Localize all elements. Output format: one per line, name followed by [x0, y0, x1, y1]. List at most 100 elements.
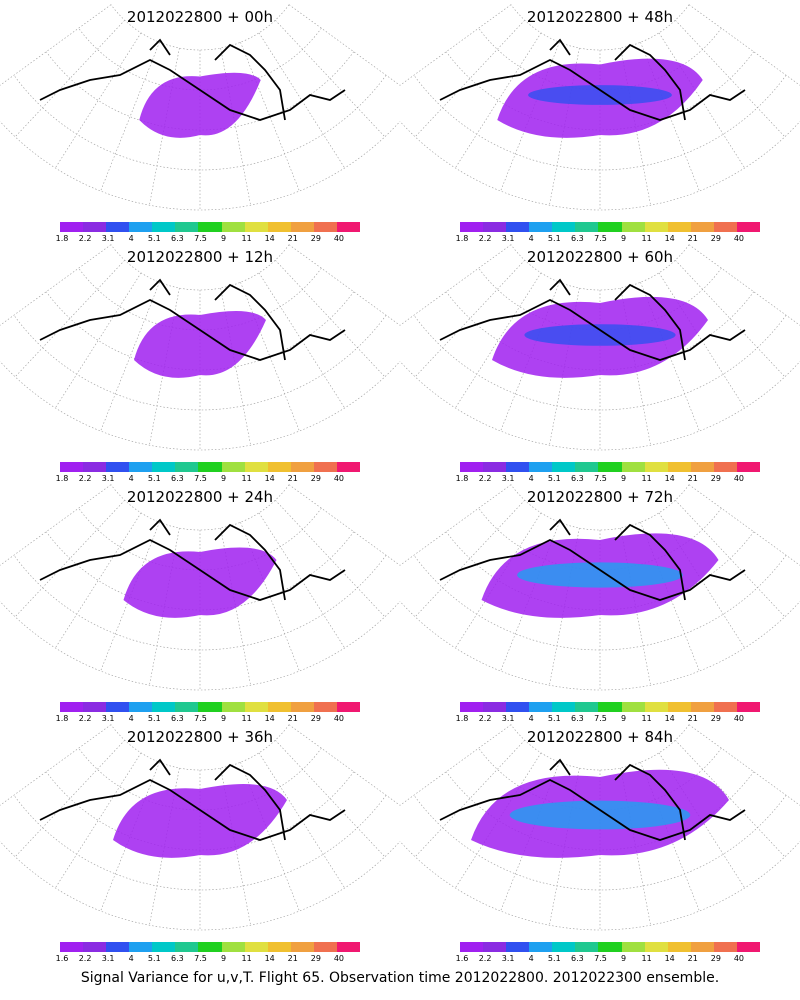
legend-swatch	[529, 942, 553, 952]
legend-swatch	[198, 702, 222, 712]
legend-tick-label: 5.1	[547, 954, 561, 963]
legend-tick-label: 5.1	[147, 474, 161, 483]
legend-tick-label: 29	[310, 714, 321, 723]
legend-tick-label: 11	[641, 234, 652, 243]
legend-swatch	[313, 462, 337, 472]
legend-tick-label: 40	[333, 714, 345, 723]
legend-swatch	[667, 222, 691, 232]
legend-swatch	[267, 702, 291, 712]
meridian-gridline	[275, 499, 386, 618]
legend-tick-label: 2.2	[478, 474, 492, 483]
latitude-gridline	[110, 484, 290, 531]
legend-tick-label: 4	[528, 714, 534, 723]
meridian-gridline	[688, 724, 800, 806]
legend-ticks: 1.6 2.2 3.1 4 5.1 6.3 7.5 9 11 14 21 29 40	[456, 954, 760, 964]
legend-tick-label: 29	[710, 474, 721, 483]
legend-tick-label: 14	[264, 954, 275, 963]
meridian-gridline	[55, 272, 142, 409]
meridian-gridline	[14, 19, 125, 138]
meridian-gridline	[275, 739, 386, 858]
meridian-gridline	[100, 762, 160, 912]
legend-swatch	[598, 942, 622, 952]
meridian-gridline	[500, 282, 560, 432]
legend-tick-label: 40	[733, 234, 745, 243]
legend-swatch	[575, 222, 599, 232]
meridian-gridline	[55, 32, 142, 169]
legend-swatch	[129, 702, 153, 712]
legend-swatch	[644, 222, 668, 232]
latitude-gridline	[110, 244, 290, 291]
panel-title: 2012022800 + 72h	[526, 488, 674, 506]
polar-map	[400, 724, 800, 931]
legend-swatch	[336, 702, 361, 712]
meridian-gridline	[675, 19, 786, 138]
meridian-gridline	[14, 259, 125, 378]
legend-swatch	[290, 942, 314, 952]
legend-tick-label: 40	[733, 714, 745, 723]
legend-tick-label: 5.1	[547, 234, 561, 243]
legend-tick-label: 4	[528, 954, 534, 963]
polar-map	[0, 484, 400, 691]
legend-tick-label: 2.2	[78, 714, 92, 723]
legend-tick-label: 1.8	[455, 714, 469, 723]
meridian-gridline	[658, 512, 745, 649]
legend-tick-label: 6.3	[571, 474, 584, 483]
legend-tick-label: 40	[733, 474, 745, 483]
legend-tick-label: 9	[620, 714, 627, 723]
coastline	[39, 758, 346, 841]
meridian-gridline	[658, 32, 745, 169]
legend-swatch	[221, 222, 245, 232]
legend-swatch	[575, 942, 599, 952]
legend-swatch	[152, 462, 176, 472]
legend-tick-label: 14	[664, 474, 675, 483]
legend-swatch	[690, 942, 714, 952]
legend-tick-label: 1.8	[455, 234, 469, 243]
legend-tick-label: 9	[220, 474, 227, 483]
polar-map	[400, 4, 800, 211]
meridian-gridline	[0, 484, 112, 566]
legend-swatch	[667, 462, 691, 472]
latitude-gridline	[13, 315, 387, 411]
meridian-gridline	[658, 752, 745, 889]
polar-map	[0, 724, 400, 931]
legend-swatch	[552, 222, 576, 232]
map-panel: 2012022800 + 00h 1.8 2.2 3.1 4 5.1 6.3 7.5 9 11 14…	[0, 0, 400, 243]
legend-tick-label: 7.5	[594, 954, 607, 963]
legend-swatch	[644, 462, 668, 472]
meridian-gridline	[688, 484, 800, 566]
legend-swatch	[221, 462, 245, 472]
legend-tick-label: 9	[620, 234, 627, 243]
legend-tick-label: 11	[641, 474, 652, 483]
legend-swatch	[460, 462, 484, 472]
map-panel: 2012022800 + 60h 1.8 2.2 3.1 4 5.1 6.3 7.5 9 11 14…	[400, 240, 800, 483]
meridian-gridline	[640, 42, 700, 192]
panel-title: 2012022800 + 36h	[126, 728, 274, 746]
legend-swatch	[106, 702, 130, 712]
meridian-gridline	[400, 244, 512, 326]
color-legend: 1.8 2.2 3.1 4 5.1 6.3 7.5 9 11 14 21 29 40	[56, 222, 361, 244]
legend-swatch	[575, 462, 599, 472]
legend-tick-label: 7.5	[194, 714, 207, 723]
legend-swatch	[736, 702, 761, 712]
meridian-gridline	[240, 762, 300, 912]
legend-swatch	[129, 942, 153, 952]
legend-tick-label: 7.5	[594, 714, 607, 723]
legend-swatch	[690, 222, 714, 232]
legend-swatch	[129, 222, 153, 232]
legend-tick-label: 9	[620, 474, 627, 483]
meridian-gridline	[688, 4, 800, 86]
polar-map	[0, 244, 400, 451]
legend-swatch	[575, 702, 599, 712]
legend-swatch	[460, 702, 484, 712]
meridian-gridline	[220, 767, 251, 926]
legend-swatch	[221, 942, 245, 952]
meridian-gridline	[455, 752, 542, 889]
legend-tick-label: 40	[733, 954, 745, 963]
meridian-gridline	[149, 527, 180, 686]
legend-tick-label: 1.6	[55, 954, 69, 963]
meridian-gridline	[275, 259, 386, 378]
coastline	[39, 278, 346, 361]
meridian-gridline	[658, 272, 745, 409]
meridian-gridline	[288, 244, 400, 326]
meridian-gridline	[55, 512, 142, 649]
